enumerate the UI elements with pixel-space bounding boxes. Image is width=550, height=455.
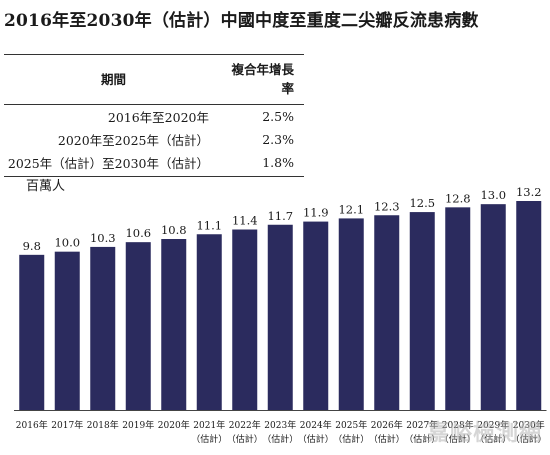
bar-value-label: 9.8 [23, 239, 41, 253]
cagr-header-period: 期間 [4, 54, 223, 105]
bar [338, 218, 364, 410]
bar [232, 229, 258, 410]
cagr-row: 2016年至2020年 2.5% [4, 105, 304, 129]
chart-title: 2016年至2030年（估計）中國中度至重度二尖瓣反流患病數 [4, 11, 479, 31]
x-tick-sublabel: （估計） [475, 433, 511, 445]
bar-value-label: 13.0 [480, 188, 506, 202]
x-tick-label: 2016年 [16, 419, 48, 431]
x-tick-label: 2030年 [513, 419, 545, 431]
bar-value-label: 13.2 [516, 185, 542, 199]
cagr-period: 2016年至2020年 [107, 110, 209, 125]
bar-value-label: 10.0 [54, 236, 80, 250]
bar [409, 212, 435, 410]
x-tick-sublabel: （估計） [369, 433, 405, 445]
bar [54, 251, 80, 410]
bar-value-label: 10.6 [125, 226, 151, 240]
bar [374, 215, 400, 410]
watermark: 嘉峪檢測網 [426, 420, 542, 446]
x-tick-label: 2027年 [406, 419, 438, 431]
x-tick-sublabel: （估計） [191, 433, 227, 445]
x-tick-label: 2017年 [51, 419, 83, 431]
x-tick-label: 2028年 [442, 419, 474, 431]
bar [516, 201, 542, 410]
cagr-rate: 2.3% [262, 132, 294, 147]
bar-value-label: 12.8 [445, 191, 471, 205]
bar [125, 242, 151, 410]
x-tick-label: 2026年 [371, 419, 403, 431]
bar-value-label: 10.8 [161, 223, 187, 237]
cagr-header-rate: 複合年增長率 [223, 54, 304, 105]
bar [90, 246, 116, 410]
bar-value-label: 11.7 [267, 209, 293, 223]
bar [19, 254, 45, 410]
y-axis-unit-label: 百萬人 [26, 179, 66, 194]
cagr-row: 2025年（估計）至2030年（估計） 1.8% [4, 151, 304, 177]
bar [303, 221, 329, 410]
bar-value-label: 12.1 [338, 202, 364, 216]
bar [267, 224, 293, 410]
bar-value-label: 12.5 [409, 196, 435, 210]
x-tick-label: 2018年 [87, 419, 119, 431]
cagr-header-row: 期間 複合年增長率 [4, 54, 304, 105]
cagr-rate: 1.8% [223, 151, 304, 177]
bar [196, 234, 222, 410]
x-tick-sublabel: （估計） [440, 433, 476, 445]
cagr-period: 2020年至2025年（估計） [57, 133, 209, 148]
x-tick-label: 2022年 [229, 419, 261, 431]
cagr-period: 2025年（估計）至2030年（估計） [4, 151, 223, 177]
x-tick-label: 2025年 [335, 419, 367, 431]
bar-value-label: 10.3 [90, 231, 116, 245]
x-tick-sublabel: （估計） [298, 433, 334, 445]
bar [480, 204, 506, 410]
bar [161, 239, 187, 410]
cagr-row: 2020年至2025年（估計） 2.3% [4, 128, 304, 151]
x-tick-label: 2023年 [264, 419, 296, 431]
bar-value-label: 11.4 [232, 214, 258, 228]
bar-value-label: 11.1 [196, 218, 222, 232]
bar-value-label: 11.9 [303, 206, 329, 220]
x-tick-label: 2024年 [300, 419, 332, 431]
x-tick-sublabel: （估計） [227, 433, 263, 445]
x-tick-sublabel: （估計） [511, 433, 547, 445]
x-tick-label: 2020年 [158, 419, 190, 431]
cagr-table: 期間 複合年增長率 2016年至2020年 2.5% 2020年至2025年（估… [4, 54, 304, 177]
x-tick-label: 2019年 [122, 419, 154, 431]
x-tick-sublabel: （估計） [333, 433, 369, 445]
x-tick-sublabel: （估計） [262, 433, 298, 445]
x-tick-sublabel: （估計） [404, 433, 440, 445]
x-tick-label: 2029年 [477, 419, 509, 431]
cagr-rate: 2.5% [262, 109, 294, 124]
bar-value-label: 12.3 [374, 199, 400, 213]
x-tick-label: 2021年 [193, 419, 225, 431]
bar [445, 207, 471, 410]
